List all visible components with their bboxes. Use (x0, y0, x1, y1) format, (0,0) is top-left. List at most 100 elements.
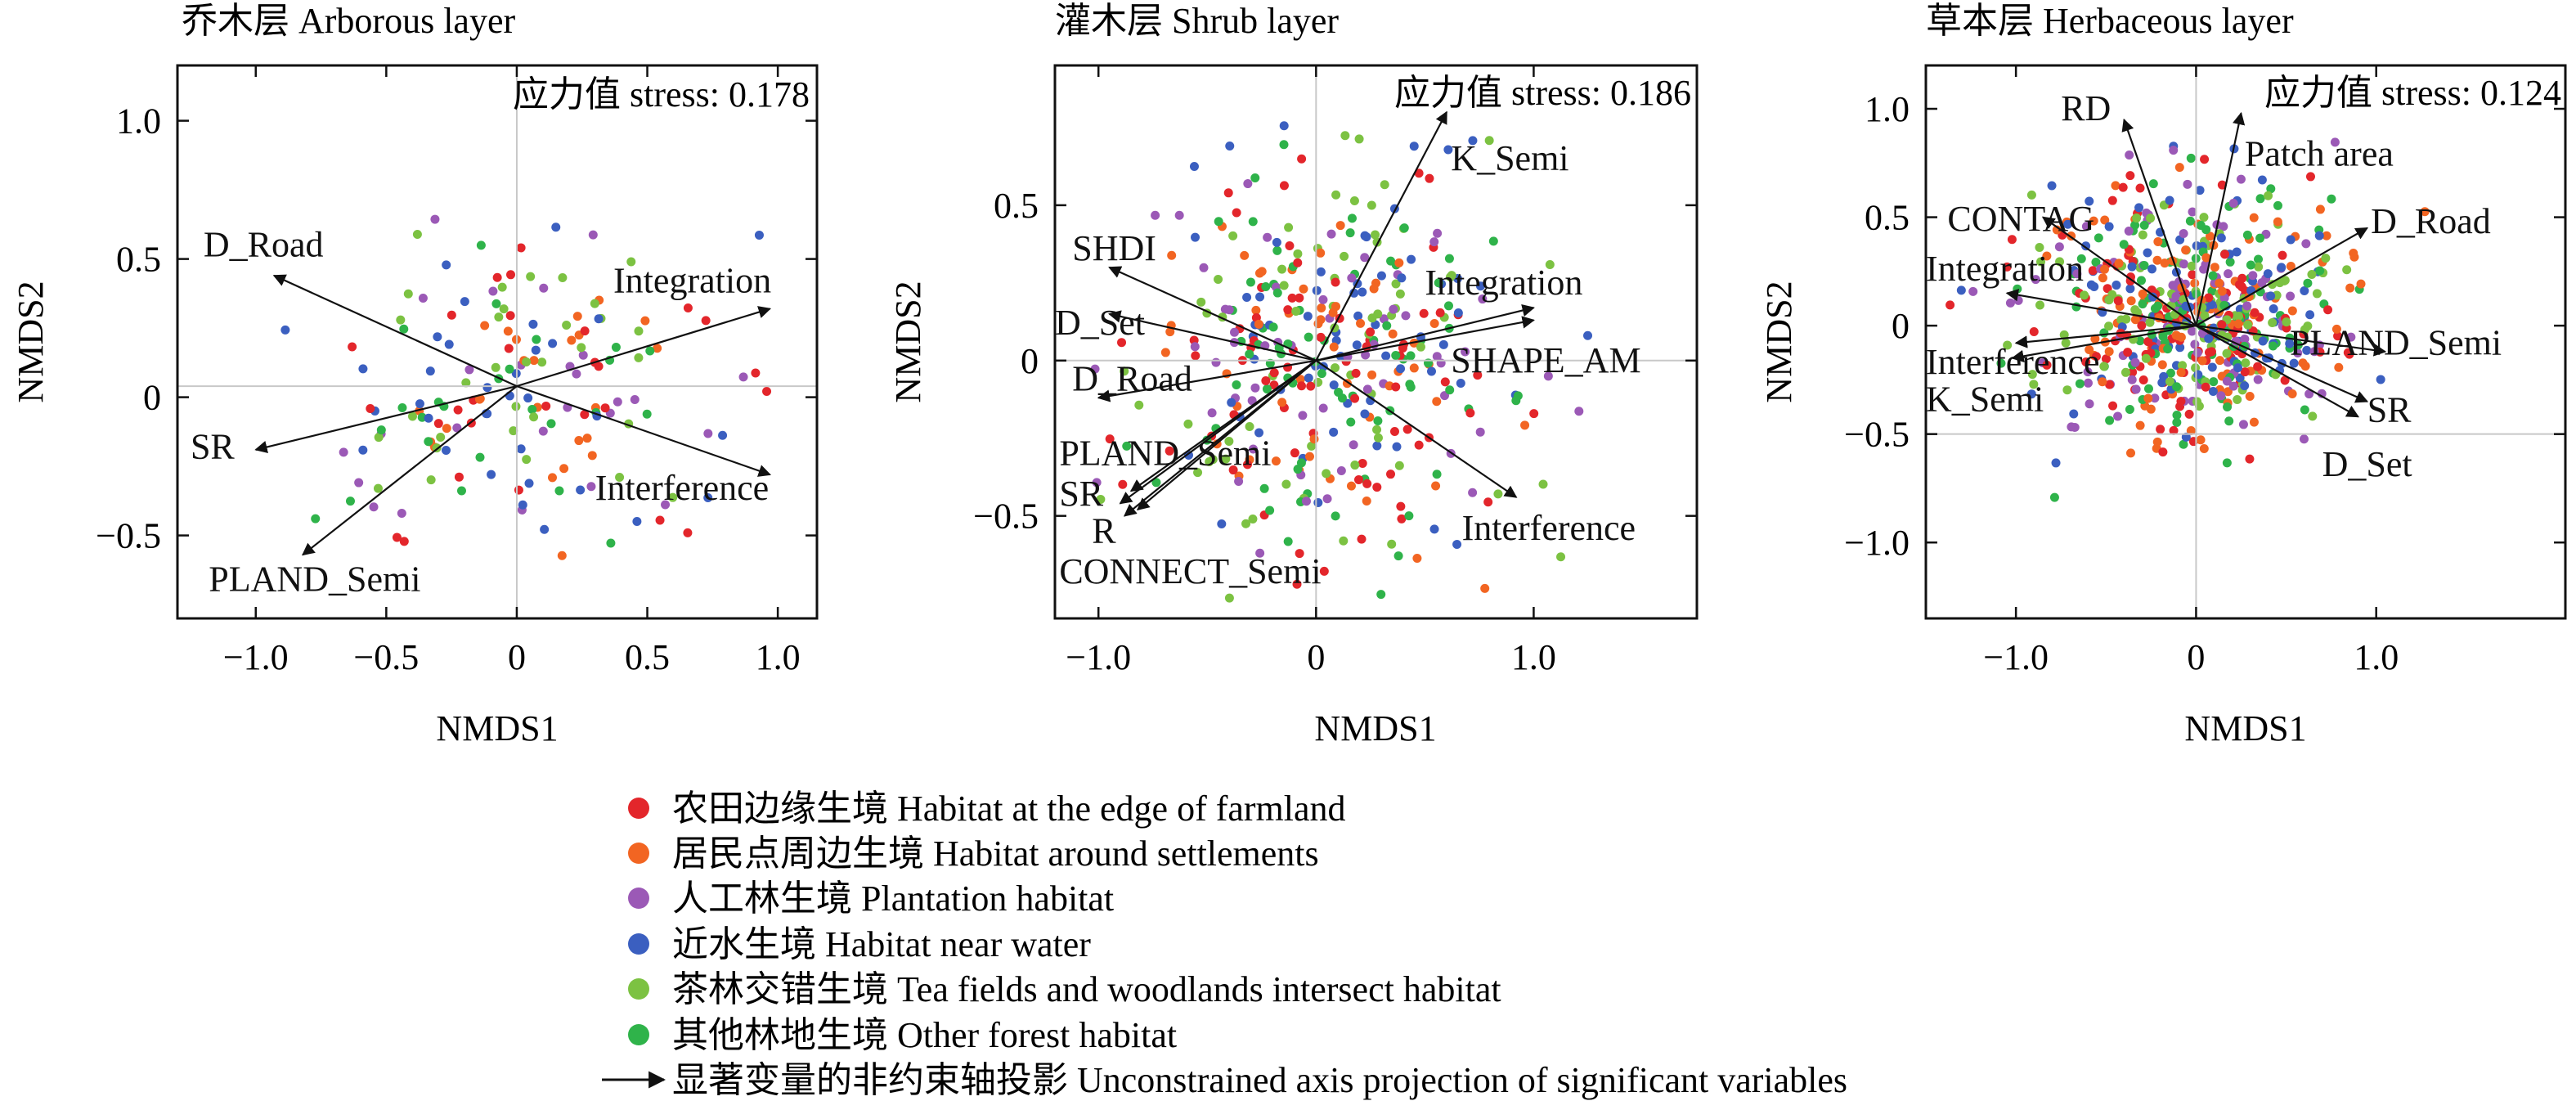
data-point (1285, 241, 1295, 251)
data-point (2091, 352, 2101, 362)
data-point (523, 393, 533, 403)
data-point (2250, 308, 2260, 317)
data-point (2190, 278, 2200, 288)
data-point (2188, 207, 2197, 217)
vector-arrow (2196, 325, 2387, 357)
data-point (2153, 236, 2163, 246)
data-point (1242, 293, 1252, 303)
data-point (2289, 358, 2299, 368)
data-point (1511, 396, 1521, 406)
data-point (1340, 251, 1349, 261)
data-point (1339, 536, 1349, 546)
data-point (1488, 236, 1498, 246)
data-point (2127, 375, 2137, 384)
data-point (1478, 294, 1488, 304)
data-point (1444, 254, 1454, 263)
data-point (2172, 417, 2182, 427)
data-point (397, 509, 406, 519)
vector-arrow (301, 385, 518, 556)
legend-label: 显著变量的非约束轴投影 Unconstrained axis projectio… (672, 1060, 1847, 1100)
data-point (1243, 179, 1253, 189)
vector-arrow (2195, 325, 2369, 403)
data-point (2147, 264, 2156, 274)
data-point (1134, 400, 1144, 410)
data-point (2201, 253, 2211, 263)
data-point (1329, 380, 1339, 390)
data-point (1298, 411, 1308, 420)
data-point (452, 423, 462, 433)
data-point (1337, 393, 1347, 403)
data-point (1263, 232, 1272, 242)
vector-label: R (1092, 511, 1116, 551)
data-point (2303, 278, 2313, 288)
data-point (1538, 479, 1548, 489)
data-point (1326, 229, 1336, 239)
data-point (2113, 411, 2123, 421)
data-point (2137, 321, 2147, 330)
data-point (1406, 351, 1416, 361)
data-point (454, 472, 464, 482)
data-point (339, 447, 348, 457)
data-point (2253, 375, 2263, 384)
data-point (642, 409, 652, 419)
data-point (2121, 314, 2131, 324)
data-point (1461, 347, 1470, 357)
data-point (1402, 425, 1412, 434)
data-point (2099, 362, 2109, 371)
data-point (1248, 514, 1258, 524)
data-point (532, 335, 541, 344)
axis-ticks: −1.0 −0.5 0 0.5 1.0 −0.5 0 0.5 1.0 (96, 65, 817, 677)
data-point (1228, 465, 1238, 475)
data-point (626, 257, 636, 267)
data-point (2003, 340, 2013, 350)
data-point (366, 403, 375, 413)
data-point (2153, 301, 2163, 311)
data-point (2245, 392, 2255, 402)
data-point (1232, 380, 1241, 389)
data-point (2055, 257, 2065, 267)
y-tick-label: 0.5 (994, 186, 1039, 226)
data-point (1382, 321, 1392, 330)
data-point (683, 303, 693, 312)
data-point (2240, 367, 2250, 377)
data-point (1265, 506, 1275, 515)
legend-label: 居民点周边生境 Habitat around settlements (672, 834, 1319, 874)
data-point (2086, 280, 2096, 290)
data-point (442, 260, 451, 270)
data-point (1120, 366, 1129, 376)
data-point (516, 243, 526, 253)
data-point (2098, 377, 2107, 387)
vector-arrow (1316, 304, 1535, 362)
data-point (1293, 258, 1303, 267)
panel-shrub-layer: 灌木层 Shrub layer K_Semi SHDI Integration D_S… (888, 1, 1699, 748)
data-point (2029, 380, 2039, 389)
vector-label: Integration (613, 261, 771, 301)
data-point (1393, 551, 1403, 561)
data-point (2172, 411, 2182, 420)
data-point (2376, 375, 2385, 384)
vector-arrow (1136, 359, 1317, 511)
data-point (2124, 226, 2134, 236)
data-point (2094, 233, 2103, 243)
data-point (2200, 311, 2210, 321)
data-point (2179, 229, 2188, 239)
data-point (2067, 422, 2076, 432)
data-point (1317, 303, 1326, 312)
data-point (1376, 271, 1386, 281)
data-point (399, 537, 409, 546)
data-point (373, 483, 383, 493)
data-point (2216, 233, 2226, 243)
data-point (1117, 338, 1127, 348)
legend-item-settlements: 居民点周边生境 Habitat around settlements (628, 834, 1319, 874)
data-point (2134, 203, 2144, 213)
data-point (2248, 271, 2258, 281)
legend: 农田边缘生境 Habitat at the edge of farmland 居… (602, 789, 1847, 1100)
data-point (1228, 231, 1238, 240)
x-axis-label: NMDS1 (436, 708, 558, 748)
data-point (1419, 308, 1429, 318)
data-point (399, 324, 409, 334)
data-point (2208, 386, 2218, 396)
data-point (1434, 278, 1443, 288)
legend-item-plantation: 人工林生境 Plantation habitat (628, 879, 1114, 919)
data-point (2331, 324, 2341, 334)
